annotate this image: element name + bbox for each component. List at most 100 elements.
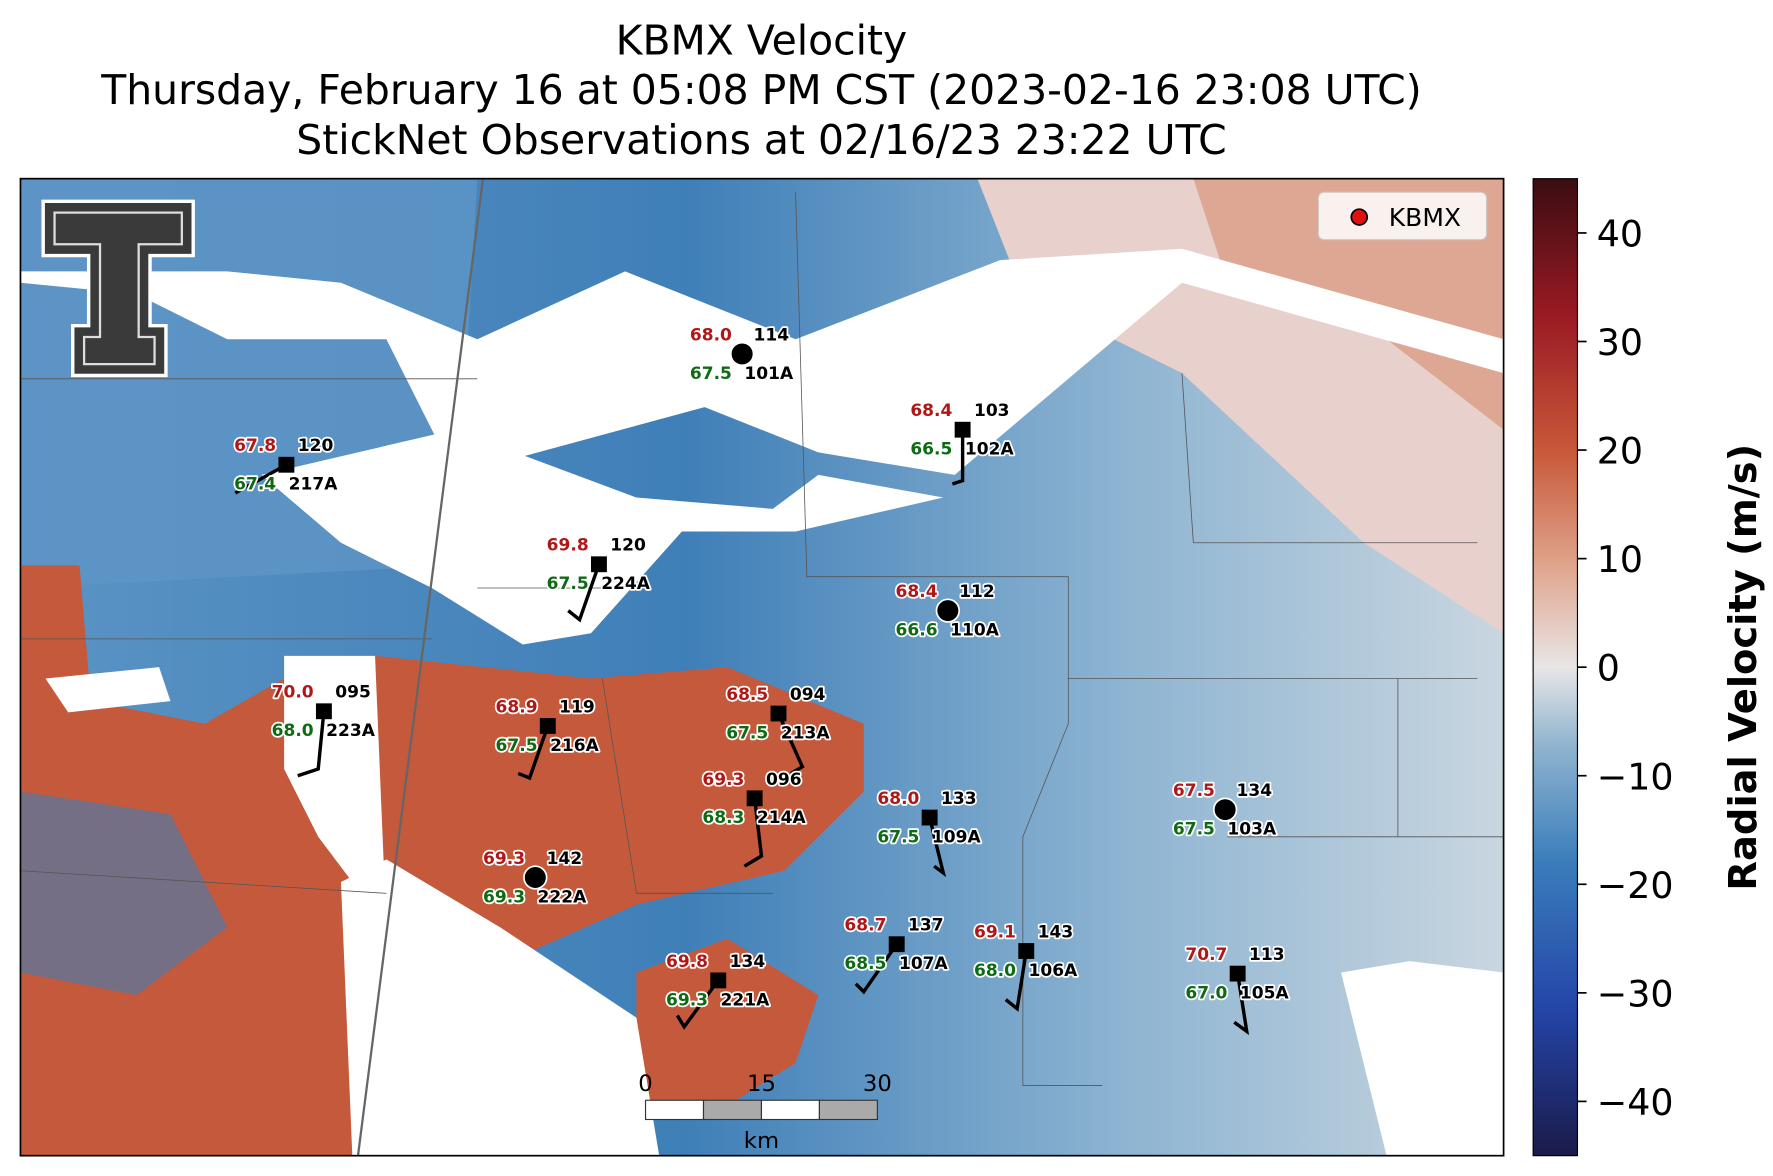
station-marker bbox=[1229, 965, 1246, 982]
wind-barb bbox=[567, 563, 601, 623]
wind-code: 095 bbox=[335, 683, 371, 703]
temperature: 70.0 bbox=[272, 683, 314, 703]
station-id: 107A bbox=[899, 954, 949, 974]
station-id: 216A bbox=[550, 736, 600, 756]
scale-tick: 0 bbox=[638, 1071, 652, 1097]
legend-marker bbox=[1350, 208, 1369, 226]
dewpoint: 67.5 bbox=[1173, 820, 1215, 840]
station: 69.1 143 68.0 106A bbox=[972, 921, 1080, 1012]
dewpoint: 69.3 bbox=[483, 887, 525, 907]
temperature: 67.5 bbox=[1173, 781, 1215, 801]
wind-barb bbox=[743, 798, 764, 868]
dewpoint: 67.0 bbox=[1185, 984, 1227, 1004]
wind-barb bbox=[297, 711, 326, 778]
station-id: 110A bbox=[950, 621, 1000, 641]
station-marker bbox=[1018, 943, 1035, 959]
station-marker bbox=[921, 809, 938, 826]
temperature: 68.5 bbox=[726, 685, 768, 705]
wind-code: 134 bbox=[1237, 781, 1273, 801]
wind-barb bbox=[675, 979, 720, 1030]
station: 69.3 096 68.3 214A bbox=[701, 768, 808, 868]
legend: KBMX bbox=[1317, 191, 1488, 241]
station-id: 102A bbox=[965, 440, 1015, 460]
station-id: 106A bbox=[1029, 961, 1079, 981]
station-marker bbox=[770, 705, 787, 722]
station: 69.8 120 67.5 224A bbox=[545, 534, 653, 623]
logo bbox=[41, 199, 195, 378]
temperature: 68.0 bbox=[690, 325, 732, 345]
colorbar-tick-label: −40 bbox=[1597, 1081, 1674, 1124]
dewpoint: 68.3 bbox=[702, 808, 744, 828]
dewpoint: 67.4 bbox=[234, 475, 276, 495]
dewpoint: 67.5 bbox=[877, 827, 919, 847]
scale-bar: 0 15 30 km bbox=[638, 1071, 892, 1153]
station: 68.0 133 67.5 109A bbox=[876, 787, 983, 878]
scale-tick: 15 bbox=[747, 1071, 776, 1097]
temperature: 69.3 bbox=[483, 849, 525, 869]
wind-barb bbox=[928, 817, 947, 878]
temperature: 69.8 bbox=[547, 536, 589, 556]
wind-code: 096 bbox=[766, 770, 802, 790]
dewpoint: 69.3 bbox=[666, 990, 708, 1010]
dewpoint: 66.5 bbox=[910, 440, 952, 460]
wind-code: 119 bbox=[559, 697, 595, 717]
dewpoint: 67.5 bbox=[690, 364, 732, 384]
wind-barb bbox=[1233, 973, 1250, 1036]
temperature: 70.7 bbox=[1185, 945, 1227, 965]
station-id: 214A bbox=[757, 808, 807, 828]
station-id: 222A bbox=[538, 887, 588, 907]
wind-code: 103 bbox=[974, 401, 1010, 421]
colorbar-tick-label: −30 bbox=[1597, 972, 1674, 1015]
station-marker bbox=[539, 718, 556, 734]
wind-code: 142 bbox=[547, 849, 583, 869]
dewpoint: 68.5 bbox=[844, 954, 886, 974]
wind-code: 094 bbox=[790, 685, 826, 705]
station-marker bbox=[888, 936, 905, 953]
station: 69.8 134 69.3 221A bbox=[664, 950, 772, 1030]
wind-code: 120 bbox=[298, 436, 334, 456]
colorbar-tick-label: 0 bbox=[1597, 647, 1620, 690]
dewpoint: 66.6 bbox=[896, 621, 938, 641]
station-marker bbox=[954, 421, 971, 438]
colorbar-tick-label: 30 bbox=[1597, 321, 1643, 364]
station-id: 101A bbox=[744, 364, 794, 384]
wind-barb bbox=[234, 463, 288, 495]
wind-barb bbox=[517, 725, 550, 781]
station-marker bbox=[315, 703, 332, 720]
station-marker bbox=[590, 556, 607, 573]
wind-code: 143 bbox=[1038, 922, 1074, 942]
station-id: 217A bbox=[289, 475, 339, 495]
wind-code: 114 bbox=[753, 325, 789, 345]
wind-code: 133 bbox=[941, 789, 977, 809]
dewpoint: 67.5 bbox=[726, 723, 768, 743]
wind-barb bbox=[854, 943, 899, 995]
temperature: 67.8 bbox=[234, 436, 276, 456]
dewpoint: 68.0 bbox=[974, 961, 1016, 981]
temperature: 68.0 bbox=[877, 789, 919, 809]
colorbar-tick-label: 40 bbox=[1597, 213, 1643, 256]
subtitle: Thursday, February 16 at 05:08 PM CST (2… bbox=[100, 66, 1421, 114]
wind-code: 134 bbox=[730, 952, 766, 972]
station-marker bbox=[1212, 797, 1238, 822]
temperature: 68.4 bbox=[910, 401, 952, 421]
wind-barb bbox=[951, 429, 965, 486]
observation-time: StickNet Observations at 02/16/23 23:22 … bbox=[296, 116, 1226, 164]
colorbar-tick-label: 10 bbox=[1597, 538, 1643, 581]
station-marker bbox=[746, 790, 763, 807]
wind-code: 137 bbox=[908, 916, 944, 936]
station-id: 224A bbox=[601, 574, 651, 594]
wind-code: 112 bbox=[959, 582, 995, 602]
colorbar-tick-label: −20 bbox=[1597, 864, 1674, 907]
station-marker bbox=[523, 865, 548, 890]
legend-label: KBMX bbox=[1389, 203, 1461, 232]
station-marker bbox=[710, 972, 727, 989]
colorbar-label: Radial Velocity (m/s) bbox=[1721, 444, 1766, 891]
station: 68.9 119 67.5 216A bbox=[494, 696, 601, 781]
station: 68.0 114 67.5 101A bbox=[688, 324, 796, 386]
colorbar-ticks: −40 −30 −20 −10 0 10 20 30 40 bbox=[1577, 213, 1674, 1124]
temperature: 69.8 bbox=[666, 952, 708, 972]
wind-code: 113 bbox=[1249, 945, 1285, 965]
scale-tick: 30 bbox=[863, 1071, 892, 1097]
temperature: 69.1 bbox=[974, 922, 1016, 942]
